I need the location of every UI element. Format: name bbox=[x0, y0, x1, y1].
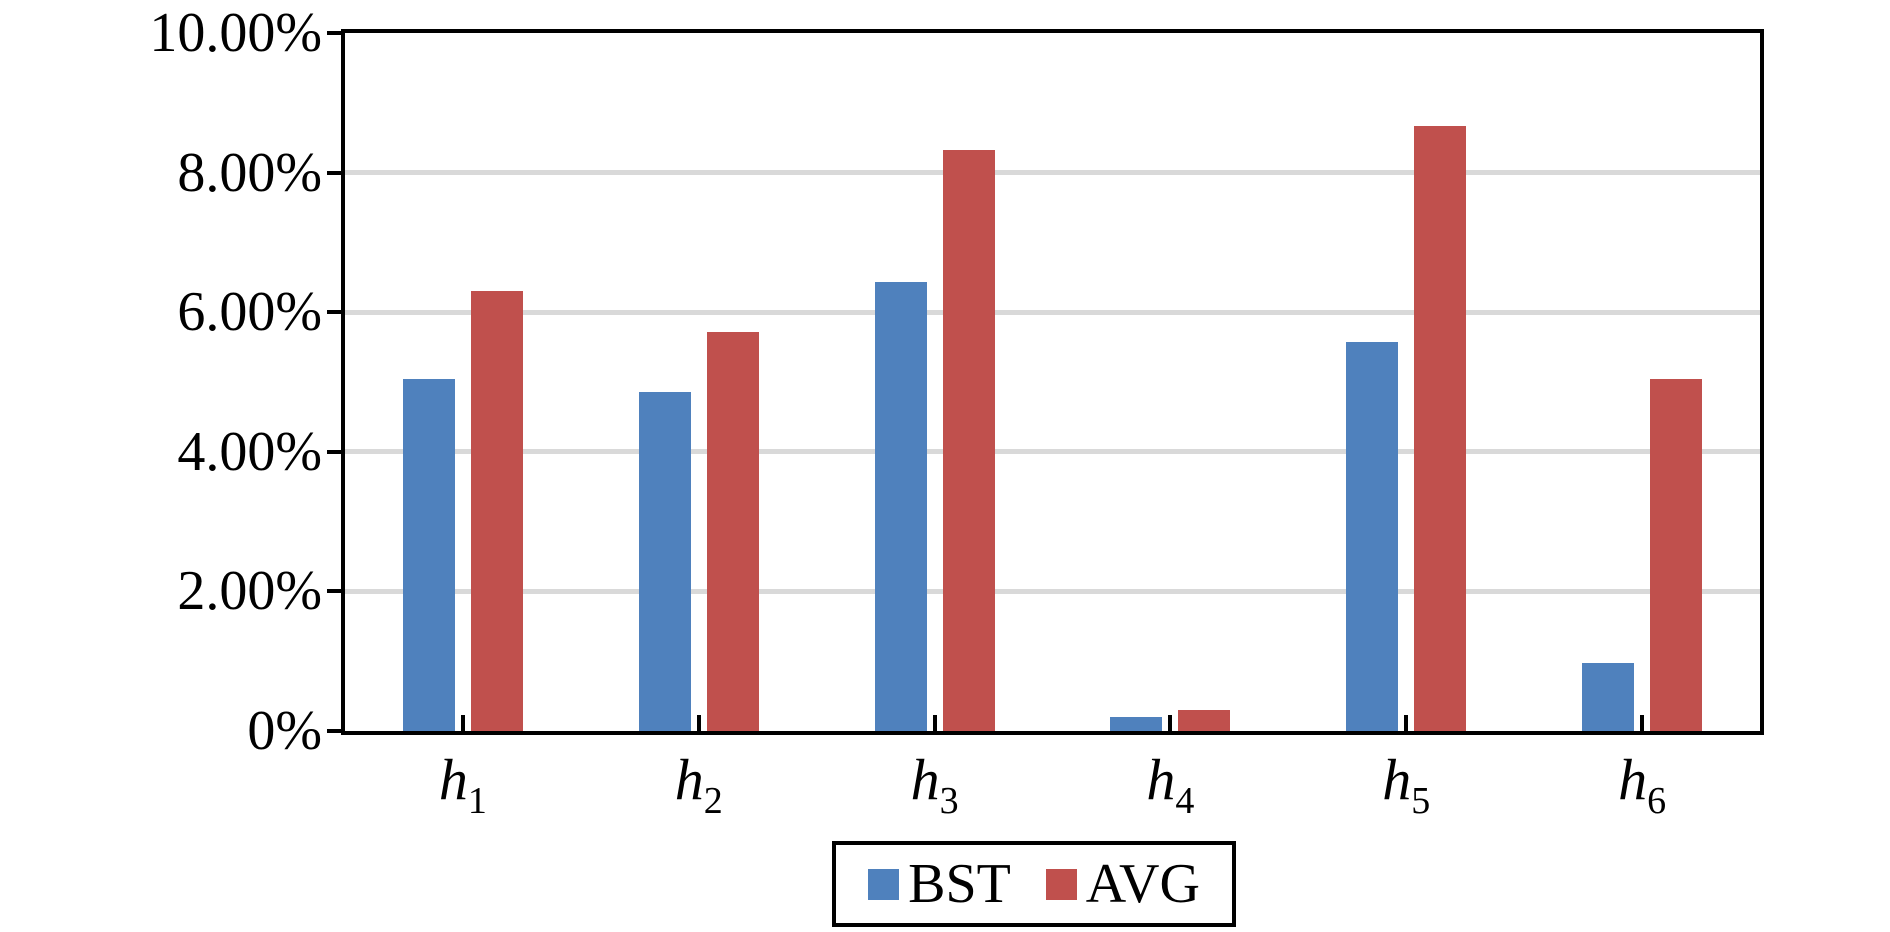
bar-bst-h4 bbox=[1110, 717, 1163, 731]
gridline-2-percent bbox=[345, 588, 1760, 594]
bars-layer bbox=[345, 33, 1760, 731]
x-axis-category-label-h1: h1 bbox=[438, 747, 487, 822]
y-axis-tick-label: 2.00% bbox=[177, 560, 322, 623]
y-axis-tick-label: 0% bbox=[247, 700, 322, 762]
bar-avg-h1 bbox=[470, 290, 523, 731]
x-axis-tick-h1 bbox=[460, 715, 465, 731]
bar-avg-h2 bbox=[706, 331, 759, 731]
x-axis-category-label-h6: h6 bbox=[1618, 747, 1667, 822]
y-axis-tick-label: 6.00% bbox=[177, 281, 322, 344]
x-axis-category-label-h5: h5 bbox=[1382, 747, 1431, 822]
x-axis-category-label-h4: h4 bbox=[1146, 747, 1195, 822]
y-axis-tick-10 bbox=[327, 31, 341, 35]
x-axis-tick-h2 bbox=[696, 715, 701, 731]
y-axis-tick-4 bbox=[327, 449, 341, 454]
gridlines-layer bbox=[345, 33, 1760, 731]
gridline-6-percent bbox=[345, 309, 1760, 315]
gridline-8-percent bbox=[345, 170, 1760, 176]
bar-bst-h1 bbox=[402, 378, 455, 731]
legend-item-bst: BST bbox=[868, 856, 1011, 912]
legend-swatch-bst-icon bbox=[868, 868, 900, 900]
y-axis-tick-label: 8.00% bbox=[177, 141, 322, 204]
x-axis-category-label-h2: h2 bbox=[674, 747, 723, 822]
bar-bst-h3 bbox=[874, 282, 927, 731]
legend-item-avg: AVG bbox=[1045, 853, 1200, 915]
x-axis-tick-h6 bbox=[1640, 715, 1645, 731]
y-axis-tick-6 bbox=[327, 310, 341, 315]
legend-label-avg: AVG bbox=[1085, 853, 1200, 915]
y-axis-tick-label: 10.00% bbox=[149, 2, 322, 64]
axis-ticks-layer bbox=[327, 31, 1760, 733]
bar-avg-h6 bbox=[1650, 379, 1703, 731]
bar-avg-h3 bbox=[942, 149, 995, 731]
x-axis-category-label-h3: h3 bbox=[910, 747, 959, 822]
chart-legend: BST AVG bbox=[832, 841, 1236, 927]
y-axis-tick-8 bbox=[327, 170, 341, 175]
x-axis-tick-h4 bbox=[1168, 715, 1173, 731]
y-axis-tick-0 bbox=[327, 729, 341, 733]
plot-area bbox=[327, 29, 1764, 735]
x-axis-tick-h5 bbox=[1404, 715, 1409, 731]
legend-swatch-avg-icon bbox=[1045, 868, 1077, 900]
bar-bst-h2 bbox=[638, 392, 691, 731]
y-axis-tick-2 bbox=[327, 589, 341, 594]
bar-avg-h5 bbox=[1414, 125, 1467, 731]
bar-bst-h5 bbox=[1346, 342, 1399, 731]
legend-label-bst: BST bbox=[908, 853, 1011, 915]
gridline-4-percent bbox=[345, 449, 1760, 455]
x-axis-tick-h3 bbox=[932, 715, 937, 731]
bar-avg-h4 bbox=[1178, 710, 1231, 731]
bar-bst-h6 bbox=[1582, 663, 1635, 731]
y-axis-tick-label: 4.00% bbox=[177, 420, 322, 483]
